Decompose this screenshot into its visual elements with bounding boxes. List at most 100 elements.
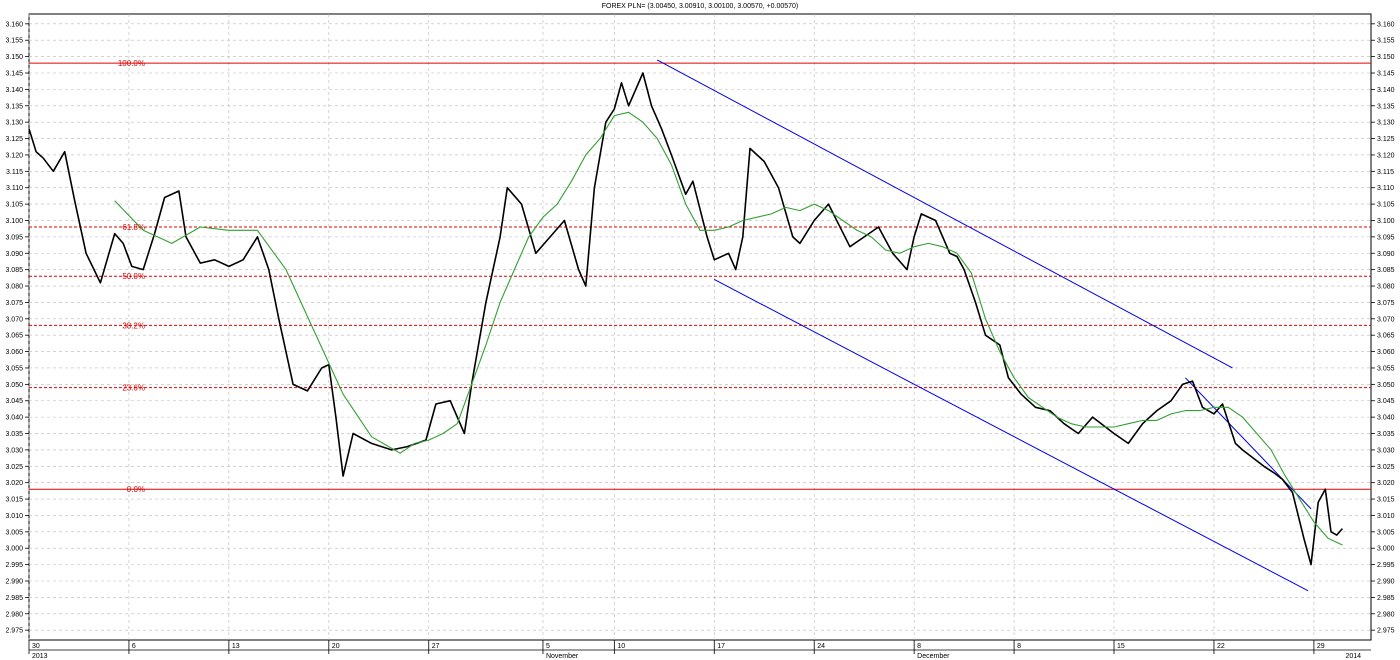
y-tick-label: 3.115 (1377, 169, 1394, 176)
y-tick-label: 3.010 (1377, 513, 1395, 520)
y-tick-label: 3.045 (1377, 398, 1395, 405)
fib-level-label: 100.0% (118, 59, 145, 68)
y-tick-label: 3.005 (5, 529, 23, 536)
fib-level-label: 0.0% (127, 485, 145, 494)
y-tick-label: 3.140 (1377, 87, 1395, 94)
y-tick-label: 2.985 (1377, 595, 1395, 602)
y-tick-label: 3.125 (5, 136, 23, 143)
y-tick-label: 3.110 (1377, 185, 1394, 192)
chart-title: FOREX PLN= (3.00450, 3.00910, 3.00100, 3… (602, 3, 799, 10)
y-tick-label: 3.085 (1377, 267, 1395, 274)
y-tick-label: 3.055 (1377, 365, 1395, 372)
y-tick-label: 3.140 (5, 87, 23, 94)
y-tick-label: 3.075 (5, 300, 23, 307)
y-axis-left: 3.160 3.155 3.150 3.145 3.140 3.135 3.130 3.125… (5, 21, 29, 635)
y-tick-label: 3.090 (5, 251, 23, 258)
x-tick-label: 13 (232, 643, 240, 650)
y-tick-label: 3.030 (1377, 447, 1395, 454)
trendlines (656, 59, 1312, 592)
y-tick-label: 3.015 (5, 497, 23, 504)
trendline (714, 279, 1309, 592)
y-tick-label: 3.105 (5, 202, 23, 209)
y-tick-label: 3.135 (5, 103, 23, 110)
y-tick-label: 3.010 (5, 513, 23, 520)
x-period-label: 2013 (32, 653, 48, 660)
price-line (28, 72, 1344, 566)
y-tick-label: 3.105 (1377, 202, 1395, 209)
y-tick-label: 3.120 (1377, 152, 1395, 159)
y-tick-label: 3.080 (1377, 284, 1395, 291)
y-tick-label: 3.070 (1377, 316, 1395, 323)
y-tick-label: 2.980 (5, 611, 23, 618)
y-tick-label: 3.015 (1377, 497, 1395, 504)
y-axis-right: 3.160 3.155 3.150 3.145 3.140 3.135 3.130 3.125… (1371, 21, 1395, 635)
x-tick-label: 20 (332, 643, 340, 650)
y-tick-label: 2.985 (5, 595, 23, 602)
trendline (656, 59, 1233, 369)
y-tick-label: 3.060 (1377, 349, 1395, 356)
x-tick-label: 30 (32, 643, 40, 650)
y-tick-label: 3.110 (6, 185, 23, 192)
y-tick-label: 3.000 (1377, 546, 1395, 553)
x-tick-label: 8 (917, 643, 921, 650)
x-tick-label: 8 (1017, 643, 1021, 650)
y-tick-label: 3.035 (1377, 431, 1395, 438)
x-axis: 30 6 13 20 27 5 10 17 24 8 8 15 22 29 2013 November Dece… (28, 640, 1371, 660)
y-tick-label: 3.055 (5, 365, 23, 372)
y-tick-label: 3.100 (5, 218, 23, 225)
x-tick-label: 6 (132, 643, 136, 650)
y-tick-label: 3.070 (5, 316, 23, 323)
y-tick-label: 3.150 (5, 54, 23, 61)
moving-average-line (114, 111, 1343, 546)
y-tick-label: 2.975 (1377, 628, 1395, 635)
x-tick-label: 15 (1117, 643, 1125, 650)
fibonacci-levels: 100.0% 61.8% 50.0% 38.2% 23.6% 0.0% (29, 59, 1371, 494)
y-tick-label: 3.065 (1377, 333, 1395, 340)
y-tick-label: 3.155 (5, 38, 23, 45)
y-tick-label: 2.980 (1377, 611, 1395, 618)
y-tick-label: 2.990 (1377, 579, 1395, 586)
y-tick-label: 2.975 (5, 628, 23, 635)
y-tick-label: 3.050 (1377, 382, 1395, 389)
y-tick-label: 3.060 (5, 349, 23, 356)
y-tick-label: 3.095 (5, 234, 23, 241)
y-tick-label: 3.155 (1377, 38, 1395, 45)
x-period-label: December (917, 653, 950, 660)
y-tick-label: 3.145 (1377, 70, 1395, 77)
y-tick-label: 3.025 (5, 464, 23, 471)
y-tick-label: 3.040 (5, 415, 23, 422)
y-tick-label: 3.160 (5, 21, 23, 28)
trendline (1185, 377, 1312, 510)
y-tick-label: 3.020 (1377, 480, 1395, 487)
x-tick-label: 17 (717, 643, 725, 650)
y-tick-label: 3.085 (5, 267, 23, 274)
y-tick-label: 3.120 (5, 152, 23, 159)
x-period-label: 2014 (1345, 653, 1361, 660)
x-tick-label: 10 (617, 643, 625, 650)
y-tick-label: 3.025 (1377, 464, 1395, 471)
y-tick-label: 3.145 (5, 70, 23, 77)
y-tick-label: 2.995 (5, 562, 23, 569)
y-tick-label: 3.130 (5, 120, 23, 127)
y-tick-label: 3.160 (1377, 21, 1395, 28)
y-tick-label: 3.075 (1377, 300, 1395, 307)
y-tick-label: 3.050 (5, 382, 23, 389)
y-tick-label: 3.040 (1377, 415, 1395, 422)
grid (28, 14, 1371, 640)
fib-level-label: 50.0% (122, 272, 145, 281)
y-tick-label: 3.005 (1377, 529, 1395, 536)
x-tick-label: 27 (432, 643, 440, 650)
y-tick-label: 3.130 (1377, 120, 1395, 127)
y-tick-label: 3.065 (5, 333, 23, 340)
y-tick-label: 2.990 (5, 579, 23, 586)
plot-area (28, 13, 1372, 641)
fib-level-label: 23.6% (122, 384, 145, 393)
y-tick-label: 2.995 (1377, 562, 1395, 569)
x-tick-label: 5 (546, 643, 550, 650)
y-tick-label: 3.100 (1377, 218, 1395, 225)
x-tick-label: 29 (1317, 643, 1325, 650)
y-tick-label: 3.000 (5, 546, 23, 553)
fib-level-label: 38.2% (122, 321, 145, 330)
y-tick-label: 3.135 (1377, 103, 1395, 110)
